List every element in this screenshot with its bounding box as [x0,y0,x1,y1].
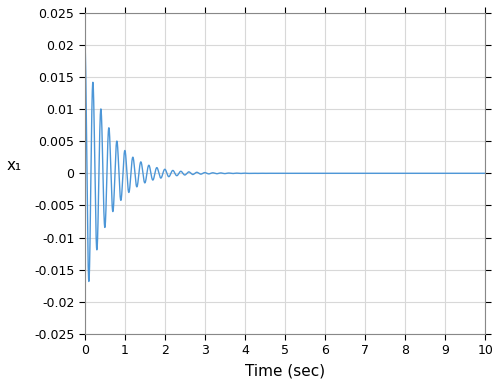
Y-axis label: x₁: x₁ [7,158,22,173]
X-axis label: Time (sec): Time (sec) [245,363,325,378]
